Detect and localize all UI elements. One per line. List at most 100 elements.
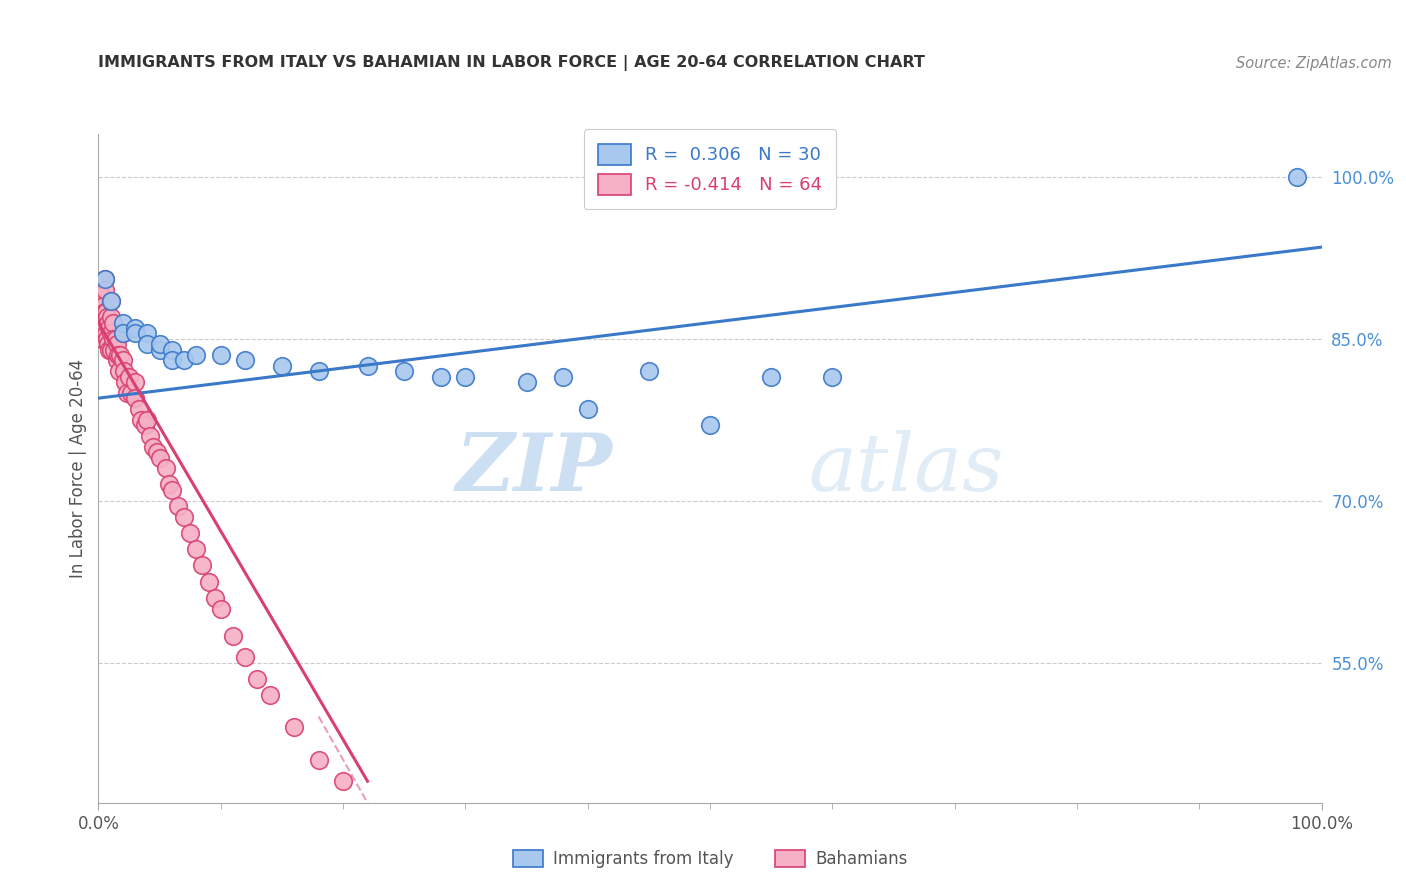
Point	[96, 332, 118, 346]
Point	[233, 353, 256, 368]
Point	[124, 375, 146, 389]
Point	[129, 413, 152, 427]
Point	[392, 364, 416, 378]
Point	[155, 461, 177, 475]
Point	[124, 391, 146, 405]
Point	[209, 601, 232, 615]
Text: atlas: atlas	[808, 430, 1004, 507]
Point	[259, 688, 281, 702]
Point	[114, 375, 136, 389]
Point	[97, 316, 120, 330]
Point	[101, 332, 124, 346]
Point	[124, 326, 146, 341]
Point	[233, 650, 256, 665]
Point	[118, 369, 141, 384]
Point	[93, 305, 115, 319]
Point	[94, 305, 117, 319]
Point	[101, 316, 124, 330]
Point	[173, 353, 195, 368]
Point	[111, 326, 134, 341]
Point	[699, 418, 721, 433]
Point	[134, 418, 156, 433]
Point	[515, 375, 537, 389]
Point	[191, 558, 214, 573]
Point	[430, 369, 453, 384]
Point	[111, 316, 134, 330]
Point	[204, 591, 226, 605]
Point	[100, 343, 122, 357]
Point	[139, 429, 162, 443]
Point	[100, 310, 122, 325]
Point	[98, 343, 121, 357]
Text: ZIP: ZIP	[456, 430, 612, 507]
Point	[111, 326, 134, 341]
Point	[107, 348, 129, 362]
Point	[821, 369, 844, 384]
Point	[93, 272, 115, 286]
Point	[91, 321, 114, 335]
Point	[105, 337, 128, 351]
Point	[93, 272, 115, 286]
Point	[142, 440, 165, 454]
Text: Source: ZipAtlas.com: Source: ZipAtlas.com	[1236, 56, 1392, 71]
Point	[270, 359, 294, 373]
Text: IMMIGRANTS FROM ITALY VS BAHAMIAN IN LABOR FORCE | AGE 20-64 CORRELATION CHART: IMMIGRANTS FROM ITALY VS BAHAMIAN IN LAB…	[98, 55, 925, 71]
Point	[332, 774, 354, 789]
Point	[1286, 169, 1309, 184]
Point	[100, 294, 122, 309]
Point	[115, 385, 138, 400]
Y-axis label: In Labor Force | Age 20-64: In Labor Force | Age 20-64	[69, 359, 87, 578]
Point	[128, 401, 150, 416]
Point	[160, 483, 183, 497]
Point	[283, 720, 305, 734]
Point	[308, 753, 330, 767]
Point	[246, 672, 269, 686]
Point	[149, 343, 172, 357]
Point	[108, 364, 131, 378]
Point	[105, 353, 128, 368]
Point	[136, 326, 159, 341]
Point	[576, 401, 599, 416]
Point	[136, 337, 159, 351]
Point	[91, 332, 114, 346]
Point	[111, 353, 134, 368]
Point	[179, 526, 201, 541]
Legend: Immigrants from Italy, Bahamians: Immigrants from Italy, Bahamians	[506, 843, 914, 875]
Point	[91, 300, 114, 314]
Point	[96, 310, 118, 325]
Point	[149, 337, 172, 351]
Point	[124, 321, 146, 335]
Point	[112, 364, 135, 378]
Point	[637, 364, 661, 378]
Point	[160, 353, 183, 368]
Point	[553, 369, 575, 384]
Point	[197, 574, 219, 589]
Point	[91, 310, 114, 325]
Point	[157, 477, 180, 491]
Point	[149, 450, 172, 465]
Point	[120, 385, 142, 400]
Point	[104, 332, 127, 346]
Point	[356, 359, 378, 373]
Point	[146, 445, 169, 459]
Point	[91, 288, 114, 302]
Point	[110, 348, 132, 362]
Point	[173, 509, 195, 524]
Point	[93, 283, 115, 297]
Point	[100, 294, 122, 309]
Point	[103, 343, 125, 357]
Point	[186, 348, 208, 362]
Point	[454, 369, 477, 384]
Point	[100, 326, 122, 341]
Point	[94, 326, 117, 341]
Point	[167, 499, 190, 513]
Point	[308, 364, 330, 378]
Point	[209, 348, 232, 362]
Point	[222, 629, 245, 643]
Point	[98, 321, 121, 335]
Point	[97, 337, 120, 351]
Point	[761, 369, 783, 384]
Point	[136, 413, 159, 427]
Point	[160, 343, 183, 357]
Point	[186, 542, 208, 557]
